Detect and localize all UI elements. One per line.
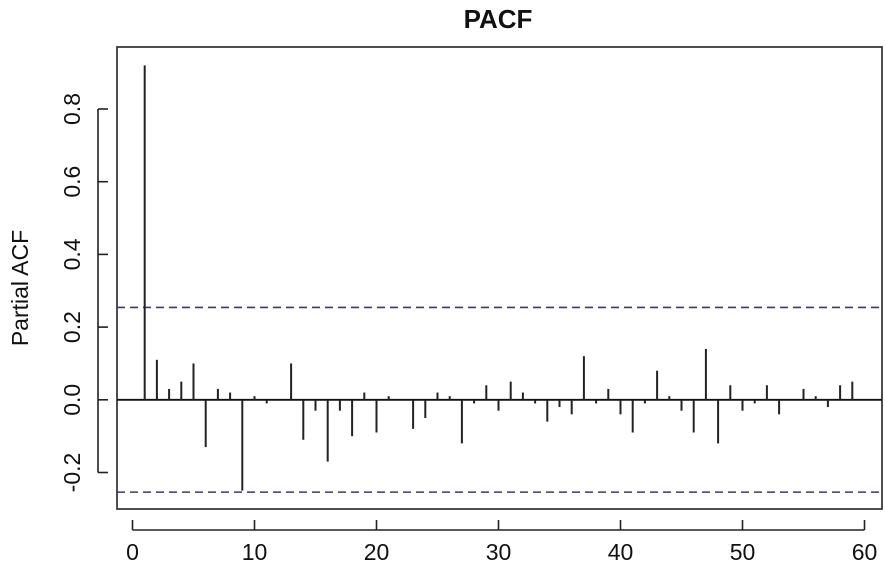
plot-frame bbox=[116, 46, 883, 510]
pacf-bars bbox=[143, 65, 854, 491]
x-axis: 0 10 20 30 40 50 60 bbox=[126, 520, 877, 565]
y-tick-label: 0.0 bbox=[59, 384, 85, 416]
x-tick-label: 50 bbox=[730, 539, 756, 565]
y-tick-label: 0.2 bbox=[59, 311, 85, 343]
y-tick-label: 0.4 bbox=[59, 238, 85, 270]
y-axis-label: Partial ACF bbox=[7, 230, 33, 346]
y-tick-label: -0.2 bbox=[59, 453, 85, 493]
y-axis: -0.2 0.0 0.2 0.4 0.6 0.8 bbox=[59, 93, 108, 492]
chart-title: PACF bbox=[464, 4, 533, 34]
y-tick-label: 0.6 bbox=[59, 166, 85, 198]
x-tick-label: 30 bbox=[486, 539, 512, 565]
x-tick-label: 0 bbox=[126, 539, 139, 565]
confidence-bounds bbox=[117, 306, 882, 493]
x-tick-label: 20 bbox=[364, 539, 390, 565]
x-tick-label: 40 bbox=[608, 539, 634, 565]
y-tick-label: 0.8 bbox=[59, 93, 85, 125]
x-tick-label: 10 bbox=[242, 539, 268, 565]
x-tick-label: 60 bbox=[852, 539, 878, 565]
